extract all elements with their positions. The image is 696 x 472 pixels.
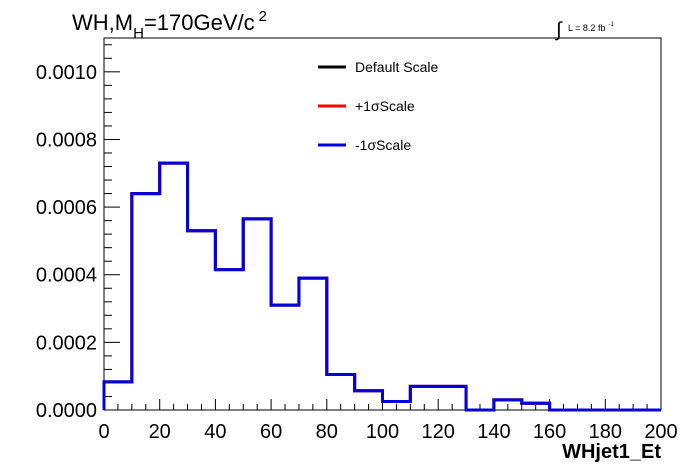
x-tick-label: 180: [589, 421, 622, 443]
legend-label: +1σScale: [355, 98, 415, 114]
x-tick-label: 20: [149, 421, 171, 443]
x-tick-label: 80: [316, 421, 338, 443]
lumi-superscript: -1: [608, 22, 614, 28]
legend-label: -1σScale: [355, 137, 411, 153]
x-tick-label: 0: [98, 421, 109, 443]
y-tick-label: 0.0002: [36, 332, 97, 354]
x-tick-label: 60: [260, 421, 282, 443]
x-tick-label: 200: [644, 421, 677, 443]
title-main: WH,M: [72, 10, 133, 35]
series-group: [102, 161, 661, 412]
y-tick-label: 0.0006: [36, 197, 97, 219]
x-tick-label: 120: [422, 421, 455, 443]
x-tick-label: 140: [477, 421, 510, 443]
legend-label: Default Scale: [355, 59, 438, 75]
lumi-text: L = 8.2 fb: [568, 23, 605, 33]
y-tick-label: 0.0010: [36, 62, 97, 84]
lumi-label: L = 8.2 fb -1: [568, 22, 614, 33]
y-tick-label: 0.0004: [36, 265, 97, 287]
title-rest: =170GeV/c: [144, 10, 255, 35]
lumi-integral: ∫: [555, 19, 563, 41]
chart-title: WH,MH=170GeV/c 2: [72, 8, 267, 42]
y-tick-label: 0.0000: [36, 400, 97, 422]
x-axis-label: WHjet1_Et: [562, 441, 661, 463]
y-tick-label: 0.0008: [36, 129, 97, 151]
legend: Default Scale +1σScale -1σScale: [318, 59, 438, 153]
title-superscript: 2: [259, 8, 267, 25]
x-tick-label: 100: [366, 421, 399, 443]
x-tick-label: 40: [204, 421, 226, 443]
series-line-2: [102, 161, 661, 412]
title-subscript: H: [133, 25, 144, 42]
x-tick-label: 160: [533, 421, 566, 443]
axes: 0 20 40 60 80 100 120 140 160 180 200 0.0000 0.0002 0…: [36, 44, 678, 443]
